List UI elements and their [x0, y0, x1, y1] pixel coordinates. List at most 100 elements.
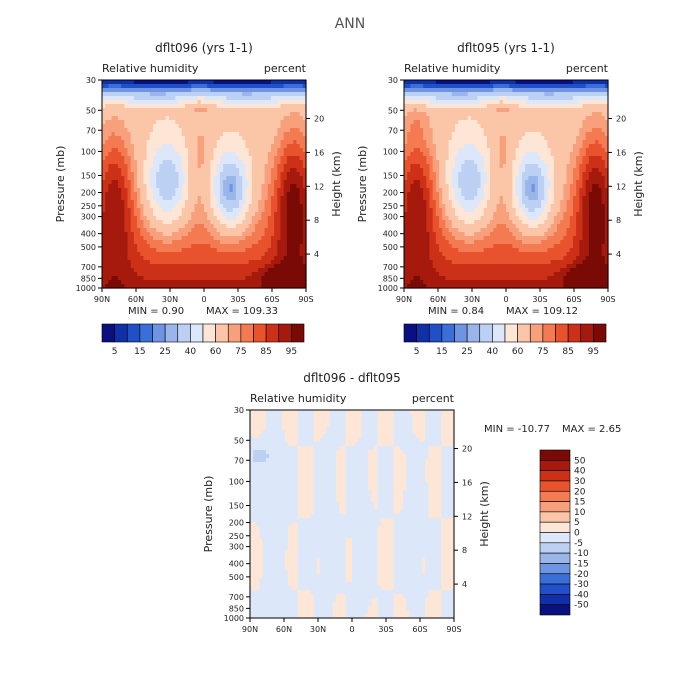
colorbar-swatch: [190, 323, 204, 343]
contour-cell: [270, 216, 275, 221]
contour-cell: [277, 124, 282, 129]
contour-cell: [429, 152, 434, 157]
contour-cell: [251, 88, 256, 93]
contour-cell: [245, 276, 250, 281]
contour-cell: [286, 244, 291, 249]
contour-cell: [124, 208, 129, 213]
contour-cell: [200, 280, 205, 285]
contour-cell: [156, 232, 160, 237]
contour-cell: [216, 96, 221, 101]
contour-cell: [509, 140, 513, 145]
contour-cell: [213, 228, 218, 233]
contour-cell: [448, 92, 453, 97]
contour-cell: [213, 80, 218, 85]
contour-cell: [219, 148, 224, 153]
contour-cell: [149, 256, 154, 261]
contour-cell: [216, 240, 221, 245]
contour-cell: [226, 212, 231, 217]
contour-cell: [442, 80, 447, 85]
contour-cell: [140, 156, 145, 161]
contour-cell: [509, 104, 513, 109]
contour-cell: [258, 140, 262, 145]
contour-cell: [178, 276, 183, 281]
contour-cell: [470, 108, 475, 113]
contour-cell: [512, 104, 517, 109]
contour-cell: [133, 212, 138, 217]
contour-cell: [204, 284, 208, 289]
contour-cell: [229, 148, 234, 153]
contour-cell: [137, 128, 141, 133]
contour-cell: [117, 192, 122, 197]
contour-cell: [267, 84, 272, 89]
contour-cell: [477, 176, 482, 181]
contour-cell: [537, 176, 542, 181]
contour-cell: [277, 128, 282, 133]
contour-cell: [191, 176, 196, 181]
contour-cell: [592, 112, 596, 117]
contour-cell: [435, 136, 440, 141]
contour-cell: [544, 176, 549, 181]
contour-cell: [178, 284, 183, 289]
contour-cell: [290, 180, 294, 185]
contour-cell: [518, 116, 523, 121]
contour-cell: [114, 236, 119, 241]
contour-cell: [407, 80, 411, 85]
contour-cell: [293, 216, 298, 221]
contour-cell: [419, 112, 424, 117]
contour-cell: [277, 196, 282, 201]
contour-cell: [143, 152, 148, 157]
contour-cell: [455, 96, 459, 101]
contour-cell: [455, 136, 459, 141]
contour-cell: [544, 80, 549, 85]
contour-cell: [108, 212, 113, 217]
contour-cell: [598, 84, 603, 89]
contour-cell: [477, 100, 482, 105]
contour-cell: [111, 112, 116, 117]
contour-cell: [143, 80, 148, 85]
contour-cell: [251, 144, 256, 149]
contour-cell: [226, 136, 231, 141]
contour-cell: [426, 112, 431, 117]
contour-cell: [563, 116, 568, 121]
contour-cell: [178, 192, 183, 197]
contour-cell: [566, 144, 571, 149]
contour-cell: [515, 164, 520, 169]
contour-cell: [207, 152, 211, 157]
contour-cell: [226, 100, 231, 105]
contour-cell: [410, 152, 415, 157]
contour-cell: [178, 148, 183, 153]
contour-cell: [592, 172, 596, 177]
contour-cell: [188, 164, 192, 169]
contour-cell: [165, 108, 170, 113]
contour-cell: [483, 108, 488, 113]
contour-cell: [416, 120, 421, 125]
contour-cell: [274, 140, 278, 145]
contour-cell: [191, 164, 196, 169]
contour-cell: [251, 96, 256, 101]
contour-cell: [130, 104, 135, 109]
contour-cell: [483, 116, 488, 121]
contour-cell: [576, 148, 580, 153]
contour-cell: [283, 268, 288, 273]
contour-cell: [162, 280, 167, 285]
contour-cell: [200, 172, 205, 177]
contour-cell: [213, 164, 218, 169]
contour-cell: [251, 148, 256, 153]
contour-cell: [525, 96, 529, 101]
contour-cell: [296, 196, 301, 201]
contour-cell: [235, 212, 240, 217]
contour-cell: [124, 112, 129, 117]
contour-cell: [184, 236, 189, 241]
contour-cell: [245, 192, 250, 197]
contour-cell: [293, 112, 298, 117]
contour-cell: [156, 156, 160, 161]
contour-cell: [200, 268, 205, 273]
contour-cell: [210, 164, 215, 169]
contour-cell: [232, 128, 237, 133]
contour-cell: [518, 144, 523, 149]
contour-cell: [442, 152, 447, 157]
contour-cell: [451, 108, 456, 113]
contour-cell: [111, 248, 116, 253]
contour-cell: [413, 176, 418, 181]
contour-cell: [461, 116, 466, 121]
